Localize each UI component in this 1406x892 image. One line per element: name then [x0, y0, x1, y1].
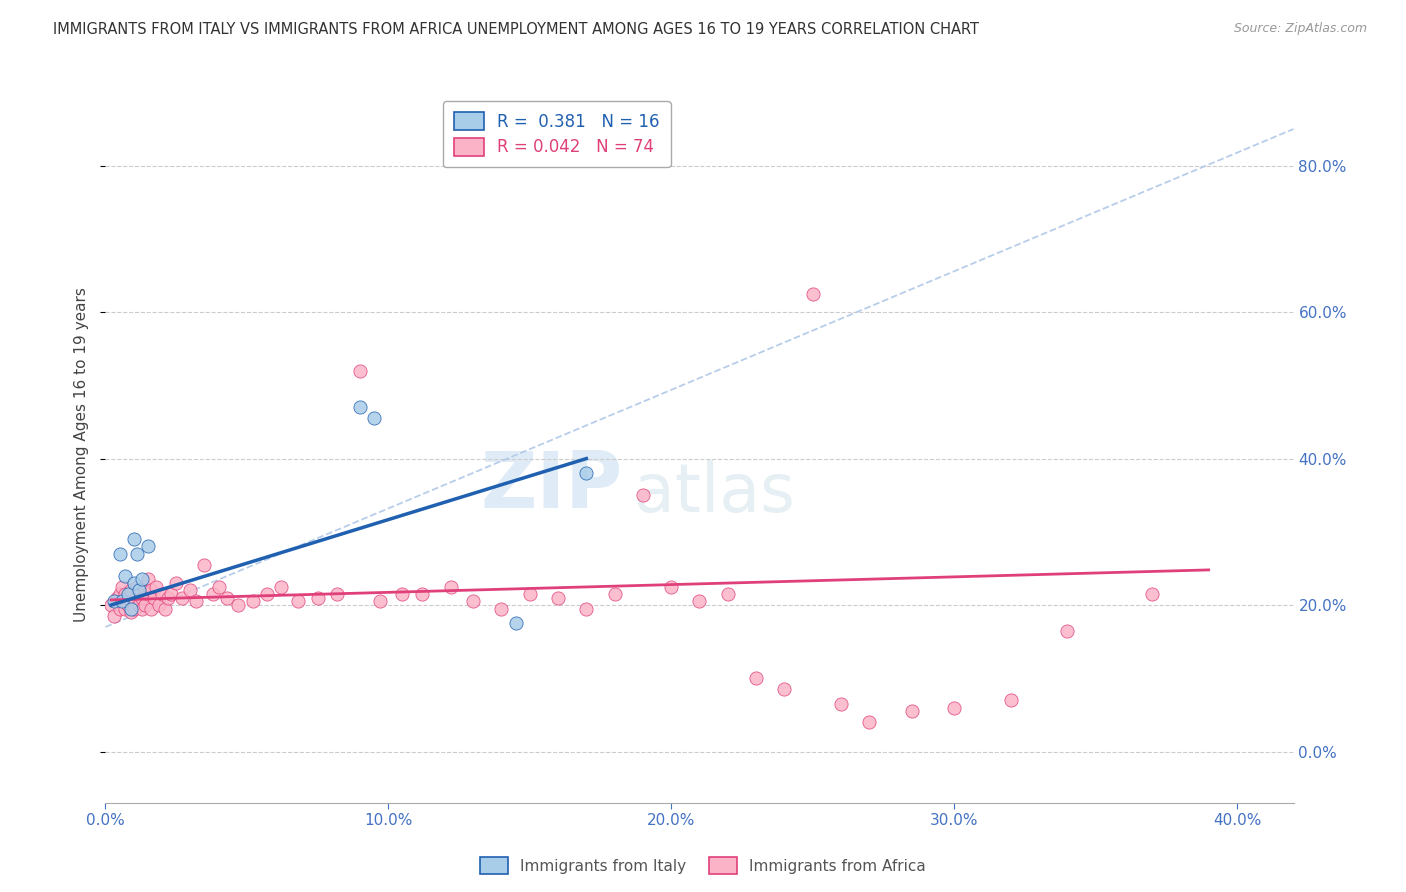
Point — [125, 580, 148, 594]
Point — [349, 364, 371, 378]
Point — [131, 591, 153, 605]
Point — [603, 587, 626, 601]
Point — [117, 591, 139, 605]
Point — [368, 594, 391, 608]
Point — [105, 591, 128, 605]
Point — [111, 580, 134, 594]
Point — [519, 587, 541, 601]
Text: ZIP: ZIP — [479, 448, 623, 524]
Point — [943, 700, 966, 714]
Point — [114, 587, 136, 601]
Text: atlas: atlas — [634, 460, 794, 526]
Point — [830, 697, 852, 711]
Point — [136, 587, 159, 601]
Point — [179, 583, 201, 598]
Point — [170, 591, 193, 605]
Point — [491, 601, 513, 615]
Point — [439, 580, 461, 594]
Point — [128, 587, 150, 601]
Point — [363, 411, 385, 425]
Point — [108, 587, 131, 601]
Point — [125, 547, 148, 561]
Point — [228, 598, 250, 612]
Point — [134, 583, 156, 598]
Point — [122, 601, 145, 615]
Point — [156, 591, 179, 605]
Point — [307, 591, 329, 605]
Point — [463, 594, 485, 608]
Point — [103, 609, 125, 624]
Point — [242, 594, 264, 608]
Point — [122, 532, 145, 546]
Point — [111, 594, 134, 608]
Point — [136, 540, 159, 554]
Point — [114, 601, 136, 615]
Point — [1056, 624, 1078, 638]
Legend: Immigrants from Italy, Immigrants from Africa: Immigrants from Italy, Immigrants from A… — [474, 851, 932, 880]
Point — [120, 583, 142, 598]
Point — [184, 594, 207, 608]
Point — [858, 715, 880, 730]
Point — [411, 587, 433, 601]
Point — [120, 601, 142, 615]
Point — [217, 591, 239, 605]
Point — [717, 587, 740, 601]
Point — [142, 591, 165, 605]
Point — [111, 594, 134, 608]
Point — [575, 467, 598, 481]
Point — [349, 401, 371, 415]
Point — [165, 576, 187, 591]
Point — [136, 573, 159, 587]
Point — [631, 488, 654, 502]
Point — [159, 587, 181, 601]
Point — [900, 704, 922, 718]
Point — [120, 606, 142, 620]
Legend: R =  0.381   N = 16, R = 0.042   N = 74: R = 0.381 N = 16, R = 0.042 N = 74 — [443, 102, 671, 167]
Point — [505, 616, 527, 631]
Point — [1000, 693, 1022, 707]
Point — [391, 587, 413, 601]
Point — [547, 591, 569, 605]
Point — [745, 671, 768, 685]
Point — [270, 580, 292, 594]
Point — [148, 598, 170, 612]
Point — [207, 580, 229, 594]
Point — [128, 598, 150, 612]
Point — [139, 583, 162, 598]
Point — [287, 594, 309, 608]
Point — [122, 594, 145, 608]
Point — [1140, 587, 1163, 601]
Point — [201, 587, 224, 601]
Point — [103, 594, 125, 608]
Point — [100, 598, 122, 612]
Point — [256, 587, 278, 601]
Point — [801, 286, 824, 301]
Point — [150, 587, 173, 601]
Point — [193, 558, 215, 572]
Point — [575, 601, 598, 615]
Point — [131, 573, 153, 587]
Point — [128, 583, 150, 598]
Point — [134, 598, 156, 612]
Point — [689, 594, 711, 608]
Point — [153, 601, 176, 615]
Point — [139, 601, 162, 615]
Point — [125, 587, 148, 601]
Point — [326, 587, 349, 601]
Point — [122, 576, 145, 591]
Text: IMMIGRANTS FROM ITALY VS IMMIGRANTS FROM AFRICA UNEMPLOYMENT AMONG AGES 16 TO 19: IMMIGRANTS FROM ITALY VS IMMIGRANTS FROM… — [53, 22, 980, 37]
Y-axis label: Unemployment Among Ages 16 to 19 years: Unemployment Among Ages 16 to 19 years — [75, 287, 90, 623]
Point — [773, 682, 796, 697]
Point — [117, 587, 139, 601]
Point — [108, 601, 131, 615]
Point — [108, 547, 131, 561]
Point — [117, 598, 139, 612]
Text: Source: ZipAtlas.com: Source: ZipAtlas.com — [1233, 22, 1367, 36]
Point — [114, 568, 136, 582]
Point — [131, 601, 153, 615]
Point — [659, 580, 682, 594]
Point — [145, 580, 167, 594]
